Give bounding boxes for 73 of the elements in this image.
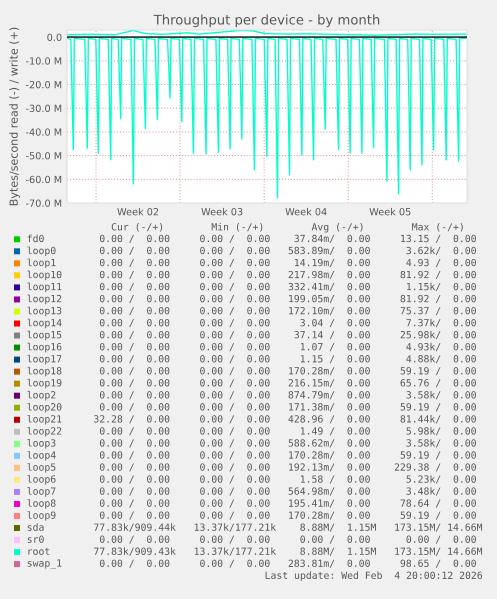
text: 0.00 / 0.00 0.00 / 0.00 172.10m/ 0.00 75.37 / 0.00 <box>100 306 476 316</box>
text: 0.00 / 0.00 0.00 / 0.00 199.05m/ 0.00 81.92 / 0.00 <box>100 294 476 304</box>
text: 0.00 / 0.00 0.00 / 0.00 1.15 / 0.00 4.88k/ 0.00 <box>100 354 476 364</box>
legend-label: loop13 <box>27 306 62 316</box>
y-tick-label: -60.0 M <box>26 176 62 184</box>
text: 0.00 / 0.00 0.00 / 0.00 588.62m/ 0.00 3.58k/ 0.00 <box>100 439 476 448</box>
text: 0.00 / 0.00 0.00 / 0.00 171.38m/ 0.00 59.19 / 0.00 <box>100 403 476 412</box>
legend-label: sr0 <box>28 536 44 543</box>
text: 0.00 / 0.00 0.00 / 0.00 170.28m/ 0.00 59.19 / 0.00 <box>100 511 476 520</box>
y-tick-label: -50.0 M <box>26 152 62 160</box>
text: 0.00 / 0.00 0.00 / 0.00 0.00 / 0.00 0.00 / 0.00 <box>100 536 476 544</box>
legend-label: fd0 <box>28 234 44 242</box>
y-axis-title: Bytes/second read (-) / write (+) <box>9 28 20 206</box>
text: 32.28 / 0.00 0.00 / 0.00 428.96 / 0.00 81.44k/ 0.00 <box>94 415 476 424</box>
y-tick-label: -10.0 M <box>26 57 62 65</box>
legend-label: loop14 <box>27 318 62 328</box>
text: 0.00 / 0.00 0.00 / 0.00 195.41m/ 0.00 78.64 / 0.00 <box>100 499 476 508</box>
legend-label: loop5 <box>27 463 56 473</box>
text: 0.00 / 0.00 0.00 / 0.00 583.89m/ 0.00 3.62k/ 0.00 <box>100 246 476 255</box>
text: 0.00 / 0.00 0.00 / 0.00 332.41m/ 0.00 1.15k/ 0.00 <box>100 282 476 292</box>
text: 77.83k/909.43k 13.37k/177.21k 8.88M/ 1.15M 173.15M/ 14.66M <box>94 547 482 556</box>
text: 77.83k/909.44k 13.37k/177.21k 8.88M/ 1.15M 173.15M/ 14.66M <box>94 523 482 532</box>
text: 0.00 / 0.00 0.00 / 0.00 37.84m/ 0.00 13.15 / 0.00 <box>100 234 476 243</box>
x-tick-label: Week 04 <box>285 208 327 216</box>
legend-label: loop18 <box>27 366 62 376</box>
text: 0.00 / 0.00 0.00 / 0.00 3.04 / 0.00 7.37k/ 0.00 <box>100 318 476 328</box>
legend-label: loop10 <box>27 270 62 280</box>
legend-label: loop21 <box>27 414 62 425</box>
legend-label: root <box>28 548 50 555</box>
y-tick-label: -20.0 M <box>26 80 62 88</box>
text: 0.00 / 0.00 0.00 / 0.00 170.28m/ 0.00 59.19 / 0.00 <box>100 367 476 376</box>
legend-label: loop20 <box>27 402 62 412</box>
x-tick-label: Week 05 <box>370 208 410 216</box>
text: 0.00 / 0.00 0.00 / 0.00 170.28m/ 0.00 59.19 / 0.00 <box>100 451 476 460</box>
text: 0.00 / 0.00 0.00 / 0.00 874.79m/ 0.00 3.58k/ 0.00 <box>100 390 476 400</box>
chart-title: Throughput per device - by month <box>154 14 380 28</box>
y-tick-label: -40.0 M <box>26 128 62 136</box>
text: 0.00 / 0.00 0.00 / 0.00 217.98m/ 0.00 81.92 / 0.00 <box>100 270 476 280</box>
text: 0.00 / 0.00 0.00 / 0.00 1.49 / 0.00 5.98k/ 0.00 <box>100 427 476 436</box>
legend-label: swap_1 <box>28 559 62 569</box>
legend-label: loop15 <box>27 330 62 340</box>
x-tick-label: Week 03 <box>201 208 242 216</box>
legend-label: loop1 <box>27 258 56 268</box>
y-tick-label: -70.0 M <box>26 199 62 207</box>
legend-label: loop7 <box>27 487 56 497</box>
text: Last update: Wed Feb 4 20:00:12 2026 <box>266 571 482 581</box>
legend-label: loop22 <box>27 427 62 437</box>
legend-label: loop9 <box>27 511 56 521</box>
legend-label: sda <box>28 523 44 531</box>
y-tick-label: -30.0 M <box>26 104 62 112</box>
text: 0.00 / 0.00 0.00 / 0.00 564.98m/ 0.00 3.48k/ 0.00 <box>100 487 476 496</box>
text: Cur (-/+) Min (-/+) Avg (-/+) Max (-/+) <box>112 222 463 232</box>
text: 0.00 / 0.00 0.00 / 0.00 1.07 / 0.00 4.93k/ 0.00 <box>100 342 476 352</box>
legend-label: loop19 <box>27 378 62 388</box>
legend-label: loop4 <box>27 451 56 461</box>
text: 0.00 / 0.00 0.00 / 0.00 37.14 / 0.00 25.98k/ 0.00 <box>100 330 476 340</box>
legend-label: loop8 <box>27 499 56 509</box>
text: 0.00 / 0.00 0.00 / 0.00 216.15m/ 0.00 65.76 / 0.00 <box>100 379 476 388</box>
legend-label: loop11 <box>27 282 62 292</box>
legend-label: loop17 <box>27 354 62 364</box>
x-tick-label: Week 02 <box>117 208 158 216</box>
text: 0.00 / 0.00 0.00 / 0.00 1.58 / 0.00 5.23k/ 0.00 <box>100 475 476 484</box>
legend-label: loop3 <box>27 439 56 449</box>
legend-label: loop2 <box>27 390 56 400</box>
line-series <box>67 38 467 198</box>
legend-label: loop12 <box>27 294 62 304</box>
legend-label: loop6 <box>27 475 56 485</box>
legend-label: loop16 <box>27 342 62 352</box>
text: 0.00 / 0.00 0.00 / 0.00 283.81m/ 0.00 98.65 / 0.00 <box>100 560 476 568</box>
text: 0.00 / 0.00 0.00 / 0.00 192.13m/ 0.00 229.38 / 0.00 <box>100 463 476 472</box>
text: 0.00 / 0.00 0.00 / 0.00 14.19m/ 0.00 4.93 / 0.00 <box>100 258 476 267</box>
legend-label: loop0 <box>27 246 56 256</box>
y-tick-label: 0.0 <box>47 34 62 41</box>
